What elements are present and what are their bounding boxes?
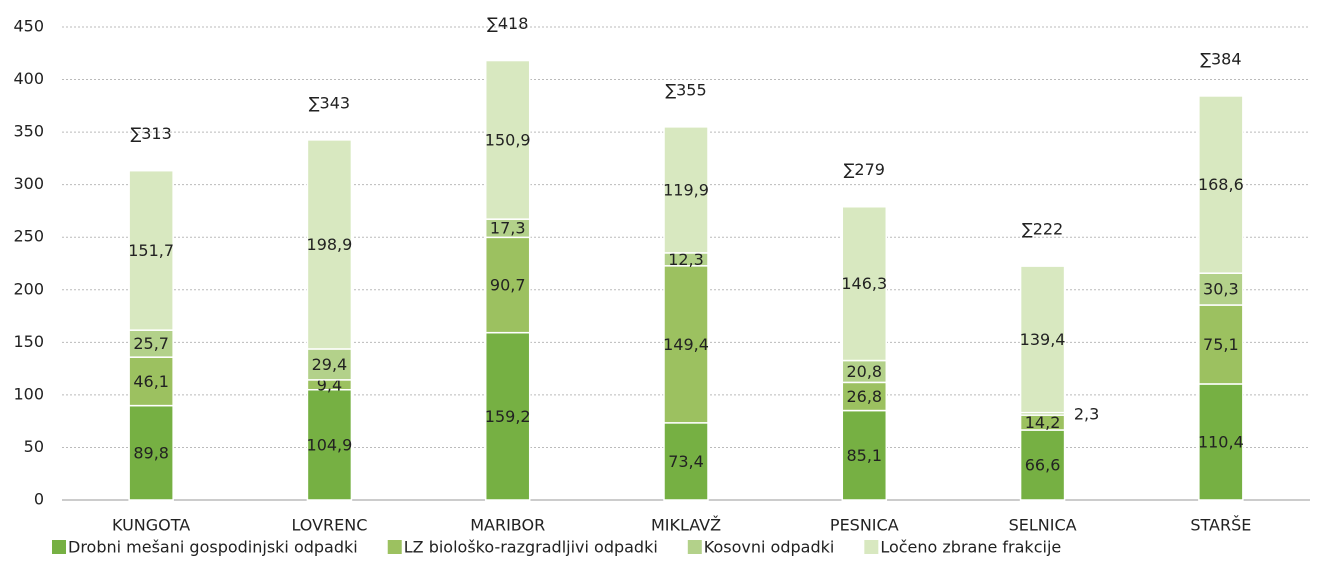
- data-label: 17,3: [490, 219, 526, 238]
- data-label: 46,1: [133, 372, 169, 391]
- bar-segment: [1198, 304, 1244, 385]
- bar-segment: [306, 139, 353, 350]
- bar-segment: [663, 126, 709, 254]
- y-tick-label: 450: [13, 17, 44, 36]
- data-label: 14,2: [1025, 413, 1061, 432]
- bar-segment: [128, 169, 174, 331]
- y-tick-label: 200: [13, 279, 44, 298]
- data-label: 119,9: [663, 180, 709, 199]
- data-label: 89,8: [133, 443, 169, 462]
- legend-label: Drobni mešani gospodinjski odpadki: [68, 538, 358, 557]
- legend-swatch: [864, 540, 879, 554]
- data-label: 12,3: [668, 250, 704, 269]
- data-label: 149,4: [663, 335, 709, 354]
- data-label: 30,3: [1203, 280, 1239, 299]
- y-tick-label: 50: [24, 437, 44, 456]
- data-label: 104,9: [307, 435, 353, 454]
- total-label: ∑222: [1022, 220, 1063, 239]
- data-label: 90,7: [490, 275, 526, 294]
- legend-label: Kosovni odpadki: [704, 538, 835, 557]
- legend-label: Ločeno zbrane frakcije: [880, 538, 1061, 557]
- total-label: ∑384: [1200, 49, 1241, 68]
- x-tick-label: MIKLAVŽ: [651, 516, 721, 535]
- data-label: 198,9: [307, 235, 353, 254]
- legend-swatch: [687, 540, 702, 554]
- bar-segment: [1198, 383, 1244, 501]
- x-tick-label: KUNGOTA: [112, 516, 190, 535]
- legend-label: LZ biološko-razgradljivi odpadki: [404, 538, 658, 557]
- x-tick-label: PESNICA: [830, 516, 899, 535]
- data-label: 146,3: [841, 274, 887, 293]
- data-label: 29,4: [312, 355, 348, 374]
- total-label: ∑313: [130, 124, 171, 143]
- total-label: ∑418: [487, 14, 528, 33]
- legend-swatch: [52, 540, 66, 554]
- bar-segment: [1019, 265, 1066, 414]
- bar-segment: [1198, 272, 1244, 306]
- data-label: 26,8: [846, 387, 882, 406]
- data-label: 2,3: [1074, 404, 1099, 423]
- bar-segment: [663, 422, 709, 501]
- total-label: ∑355: [665, 80, 706, 99]
- bar-segment: [306, 388, 353, 501]
- bar-segment: [484, 236, 531, 334]
- bar-segment: [128, 404, 174, 501]
- bar-segment: [306, 348, 353, 381]
- bar-segment: [1198, 95, 1244, 274]
- y-tick-label: 250: [13, 227, 44, 246]
- bar-segment: [128, 356, 174, 407]
- data-label: 159,2: [485, 407, 531, 426]
- bar-segment: [128, 329, 174, 358]
- data-label: 85,1: [846, 446, 882, 465]
- total-label: ∑343: [309, 93, 350, 112]
- bar-segment: [841, 205, 888, 362]
- data-label: 20,8: [846, 362, 882, 381]
- data-label: 73,4: [668, 452, 704, 471]
- y-tick-label: 0: [34, 490, 44, 509]
- legend-swatch: [387, 540, 402, 554]
- data-label: 139,4: [1020, 330, 1066, 349]
- data-label: 150,9: [485, 130, 531, 149]
- bar-segment: [484, 331, 531, 501]
- data-label: 75,1: [1203, 335, 1239, 354]
- bar-segment: [841, 409, 888, 501]
- total-label: ∑279: [844, 160, 885, 179]
- x-tick-label: LOVRENC: [291, 516, 367, 535]
- y-tick-label: 400: [13, 69, 44, 88]
- x-tick-label: MARIBOR: [470, 516, 545, 535]
- bar-segment: [484, 59, 531, 220]
- data-label: 110,4: [1198, 432, 1244, 451]
- data-label: 25,7: [133, 334, 169, 353]
- y-tick-label: 300: [13, 174, 44, 193]
- data-label: 168,6: [1198, 175, 1244, 194]
- bar-segment: [841, 381, 888, 412]
- data-label: 151,7: [128, 241, 174, 260]
- y-tick-label: 100: [13, 384, 44, 403]
- x-tick-label: STARŠE: [1190, 516, 1251, 535]
- y-tick-label: 350: [13, 122, 44, 141]
- data-label: 66,6: [1025, 455, 1061, 474]
- bar-segment: [663, 265, 709, 424]
- y-tick-label: 150: [13, 332, 44, 351]
- x-tick-label: SELNICA: [1009, 516, 1077, 535]
